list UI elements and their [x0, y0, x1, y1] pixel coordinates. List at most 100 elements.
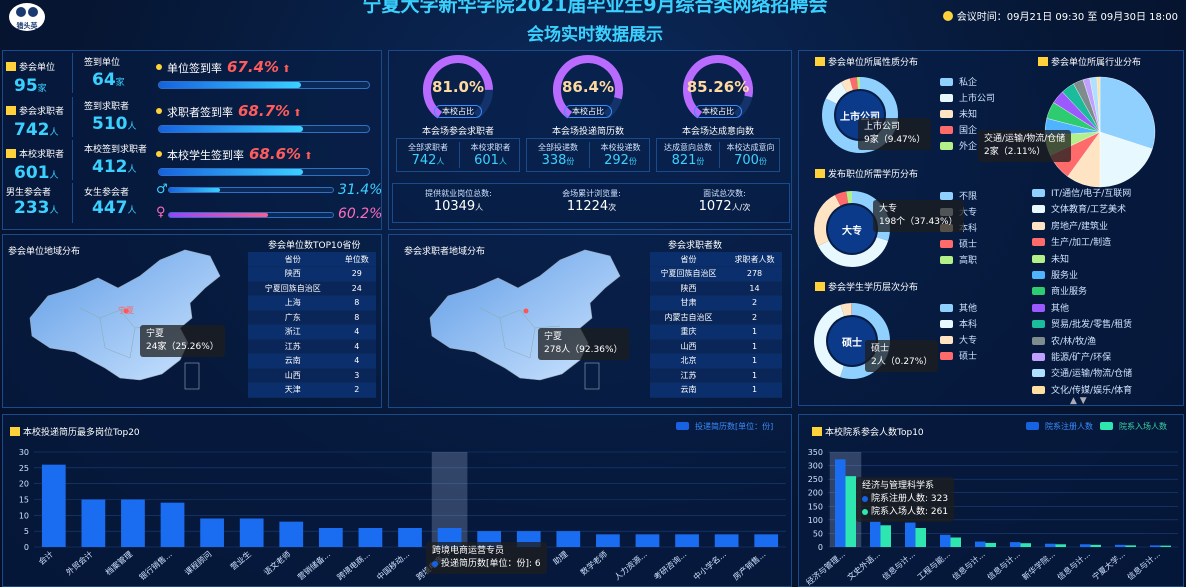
legend-item[interactable]: 其他: [940, 301, 977, 317]
legend-item[interactable]: 不限: [940, 189, 977, 205]
rate-bar: [158, 168, 370, 176]
positions-tooltip: 跨境电商运营专员 投递简历数[单位：份]: 6: [426, 542, 547, 574]
seeker-table: 省份 求职者人数 宁夏回族自治区 278 陕西 14 甘肃 2 内蒙古自治区 2 重庆 1 山西 1 北京 1…: [650, 252, 782, 398]
donut-slice: [822, 77, 898, 153]
male-icon: ♂: [156, 182, 168, 197]
legend-item[interactable]: 大专: [940, 333, 977, 349]
nature-legend: 私企 上市公司 未知 国企 外企: [940, 75, 995, 155]
folder-icon: [815, 57, 825, 66]
company-map-marker: 宁夏: [118, 306, 134, 315]
y-tick-label: 10: [19, 511, 29, 520]
gauge-caption: 本会场参会求职者: [421, 127, 494, 137]
colleges-legend-a[interactable]: 院系注册人数: [1026, 421, 1093, 432]
gauge-box: 达成意向总数 821份 本校达成意向 700份: [656, 138, 780, 172]
colleges-title: 本校院系参会人数Top10: [812, 425, 924, 438]
industry-pie[interactable]: [1040, 72, 1160, 192]
user-icon: [6, 62, 16, 71]
legend-item[interactable]: 本科: [940, 317, 977, 333]
bar: [556, 531, 581, 547]
y-tick-label: 150: [808, 502, 823, 511]
legend-item[interactable]: 硕士: [940, 237, 977, 253]
stat-a: 本校求职者 601人: [6, 142, 64, 183]
user-icon: [6, 106, 16, 115]
positions-title: 本校投递简历最多岗位Top20: [10, 425, 140, 438]
rate-label: 求职者签到率 68.7% ⬆: [156, 101, 302, 120]
legend-item[interactable]: 国企: [940, 123, 995, 139]
legend-item[interactable]: 服务业: [1032, 268, 1132, 284]
bar: [905, 522, 916, 547]
bar: [1055, 544, 1066, 547]
table-row: 云南 4: [248, 353, 376, 369]
bar: [870, 521, 881, 547]
bar: [675, 534, 699, 547]
education-title: 发布职位所需学历分布: [815, 167, 918, 180]
gauge-box: 全部投递数 338份 本校投递数 292份: [526, 138, 650, 172]
legend-item[interactable]: 未知: [940, 107, 995, 123]
legend-item[interactable]: 外企: [940, 139, 995, 155]
gauge-inner-label: 本校占比: [564, 105, 612, 118]
gauge-value: 85.26%: [686, 78, 750, 96]
legend-item[interactable]: 文化/传媒/娱乐/体育: [1032, 383, 1132, 399]
meeting-time: 会议时间：09月21日 09:30 至 09月30日 18:00: [942, 8, 1178, 23]
seeker-china-map[interactable]: [420, 248, 630, 398]
legend-item[interactable]: 生产/加工/制造: [1032, 235, 1132, 251]
bar: [239, 518, 264, 547]
stat-a: 参会求职者 742人: [6, 99, 64, 140]
gauge-caption: 本会场达成意向数: [681, 127, 754, 137]
legend-item[interactable]: 上市公司: [940, 91, 995, 107]
legend-pager[interactable]: ▲ ▼: [1070, 396, 1087, 406]
table-row: 上海 8: [248, 295, 376, 311]
x-tick-label: 房产销售...: [731, 549, 768, 582]
x-tick-label: 信息与计...: [880, 549, 917, 582]
stats-panel: [2, 50, 382, 230]
pie-slice: [1099, 131, 1153, 188]
legend-item[interactable]: 贸易/批发/零售/租赁: [1032, 317, 1132, 333]
legend-item[interactable]: 未知: [1032, 252, 1132, 268]
table-row: 江苏 4: [248, 339, 376, 354]
legend-item[interactable]: 文体教育/工艺美术: [1032, 202, 1132, 218]
legend-item[interactable]: 房地产/建筑业: [1032, 219, 1132, 235]
positions-bar-chart: 0 5 10 15 20 25 30 会计 外贸会计 档案管理 银行销售... 课程顾问 营业生 语文老师…: [19, 448, 786, 582]
legend-item[interactable]: 其他: [1032, 301, 1132, 317]
bar: [398, 528, 422, 547]
x-tick-label: 中国移动...: [374, 549, 411, 582]
legend-item[interactable]: IT/通信/电子/互联网: [1032, 186, 1132, 202]
table-row: 山西 1: [650, 339, 782, 354]
table-row: 浙江 4: [248, 324, 376, 340]
gauge-inner-label: 本校占比: [434, 105, 482, 118]
x-tick-label: 数学老师: [578, 549, 609, 577]
company-top10-title: 参会单位数TOP10省份: [268, 241, 361, 251]
y-tick-label: 30: [19, 448, 29, 457]
legend-item[interactable]: 能源/矿产/环保: [1032, 350, 1132, 366]
bar: [596, 534, 620, 547]
bar: [635, 534, 660, 547]
seeker-map-title: 参会求职者地域分布: [404, 247, 486, 257]
legend-item[interactable]: 交通/运输/物流/仓储: [1032, 366, 1132, 382]
bar: [754, 534, 779, 547]
legend-item[interactable]: 私企: [940, 75, 995, 91]
stat-b: 签到单位 64家: [84, 58, 125, 90]
y-tick-label: 50: [813, 529, 823, 538]
donut-slice: [814, 191, 890, 267]
summary-bar: [392, 183, 790, 223]
y-tick-label: 100: [808, 516, 823, 525]
summary-item: 面试总次数: 1072人/次: [698, 189, 751, 214]
company-china-map[interactable]: [20, 248, 230, 398]
legend-item[interactable]: 农/林/牧/渔: [1032, 334, 1132, 350]
bar: [1160, 545, 1171, 547]
x-tick-label: 助理: [551, 549, 570, 567]
bar: [1125, 545, 1136, 547]
legend-item[interactable]: 硕士: [940, 349, 977, 365]
industry-title: 参会单位所属行业分布: [1038, 55, 1141, 68]
colleges-legend-b[interactable]: 院系入场人数: [1100, 421, 1167, 432]
bar: [950, 537, 961, 547]
table-row: 内蒙古自治区 2: [650, 310, 782, 325]
company-map-tooltip: 宁夏 24家（25.26%）: [140, 325, 225, 357]
x-tick-label: 人力资源...: [612, 549, 649, 582]
table-row: 陕西 29: [248, 266, 376, 282]
positions-legend[interactable]: 投递简历数[单位：份]: [676, 421, 773, 432]
legend-item[interactable]: 商业服务: [1032, 284, 1132, 300]
industry-legend: IT/通信/电子/互联网 文体教育/工艺美术 房地产/建筑业 生产/加工/制造 未知 服务…: [1032, 186, 1132, 399]
legend-item[interactable]: 高职: [940, 253, 977, 269]
bar: [714, 534, 739, 547]
